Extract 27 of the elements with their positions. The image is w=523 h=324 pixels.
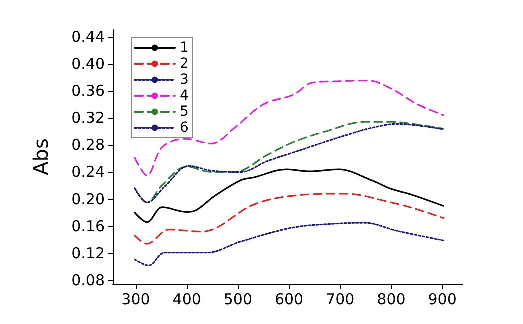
- legend-label: 3: [180, 72, 189, 88]
- y-tick-label: 0.12: [72, 244, 105, 263]
- y-tick-label: 0.24: [72, 163, 105, 182]
- x-tick-label: 400: [172, 290, 202, 308]
- legend-label: 1: [180, 40, 189, 56]
- line-series: [134, 222, 444, 267]
- legend-label: 2: [180, 56, 189, 72]
- x-tick-label: 700: [326, 290, 355, 308]
- y-axis-title: Abs: [29, 138, 53, 176]
- legend-label: 4: [180, 88, 189, 104]
- legend-label: 6: [180, 120, 189, 136]
- line-series: [134, 193, 444, 245]
- x-tick-label: 800: [377, 290, 406, 308]
- y-tick-label: 0.44: [72, 28, 105, 46]
- y-tick-label: 0.16: [72, 217, 105, 236]
- y-tick-label: 0.40: [72, 54, 105, 73]
- y-tick-label: 0.08: [72, 272, 105, 290]
- y-tick-label: 0.32: [72, 109, 105, 128]
- legend-label: 5: [180, 104, 189, 120]
- x-tick-label: 900: [428, 290, 457, 308]
- y-tick-label: 0.20: [72, 190, 105, 208]
- y-tick-label: 0.28: [72, 136, 105, 154]
- line-series: [134, 168, 444, 224]
- y-tick-label: 0.36: [72, 82, 105, 100]
- x-tick-label: 600: [274, 290, 304, 308]
- x-tick-label: 300: [122, 290, 150, 308]
- x-tick-label: 500: [224, 290, 253, 308]
